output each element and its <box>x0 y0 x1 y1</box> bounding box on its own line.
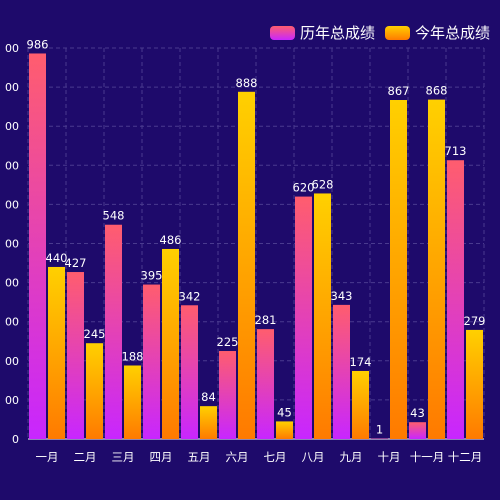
bar-current[interactable] <box>352 370 369 439</box>
data-label: 427 <box>65 256 87 270</box>
legend-item-current[interactable]: 今年总成绩 <box>384 22 490 43</box>
x-tick-label: 七月 <box>264 450 287 464</box>
data-label: 174 <box>350 355 372 369</box>
data-label: 1 <box>376 423 383 437</box>
x-tick-label: 十月 <box>378 450 401 464</box>
bar-current[interactable] <box>428 99 445 439</box>
bar-history[interactable] <box>219 351 236 439</box>
data-label: 548 <box>103 209 125 223</box>
data-label: 342 <box>179 289 201 303</box>
bar-current[interactable] <box>86 343 103 439</box>
data-label: 45 <box>277 405 292 419</box>
y-tick-label: 00 <box>5 394 19 407</box>
y-tick-label: 00 <box>5 42 19 55</box>
data-label: 188 <box>122 349 144 363</box>
bar-history[interactable] <box>67 272 84 439</box>
data-label: 395 <box>141 269 163 283</box>
data-label: 628 <box>312 177 334 191</box>
x-tick-label: 五月 <box>188 450 211 464</box>
bar-history[interactable] <box>409 422 426 439</box>
y-tick-label: 00 <box>5 81 19 94</box>
data-label: 245 <box>84 327 106 341</box>
bar-current[interactable] <box>238 91 255 440</box>
bar-current[interactable] <box>48 266 65 439</box>
x-tick-label: 三月 <box>112 450 135 464</box>
bar-history[interactable] <box>333 304 350 439</box>
legend: 历年总成绩 今年总成绩 <box>269 22 490 43</box>
y-tick-label: 0 <box>12 433 19 446</box>
data-label: 84 <box>201 390 216 404</box>
bar-current[interactable] <box>200 406 217 439</box>
y-tick-label: 00 <box>5 277 19 290</box>
x-tick-label: 十二月 <box>448 450 483 464</box>
data-label: 486 <box>160 233 182 247</box>
x-tick-label: 二月 <box>74 450 97 464</box>
x-tick-label: 八月 <box>302 450 325 464</box>
y-tick-label: 00 <box>5 355 19 368</box>
data-label: 225 <box>217 335 239 349</box>
data-label: 888 <box>236 76 258 90</box>
x-tick-label: 六月 <box>226 450 249 464</box>
bar-current[interactable] <box>124 365 141 439</box>
x-tick-label: 四月 <box>150 450 173 464</box>
legend-item-history[interactable]: 历年总成绩 <box>269 22 375 43</box>
bar-history[interactable] <box>447 160 464 440</box>
bar-current[interactable] <box>314 193 331 439</box>
data-label: 986 <box>27 37 49 51</box>
x-tick-label: 九月 <box>340 450 363 464</box>
data-label: 440 <box>46 251 68 265</box>
bar-current[interactable] <box>162 248 179 439</box>
data-label: 713 <box>445 144 467 158</box>
bar-history[interactable] <box>105 224 122 439</box>
x-tick-label: 一月 <box>36 450 59 464</box>
data-label: 281 <box>255 313 277 327</box>
data-label: 279 <box>464 314 486 328</box>
bar-history[interactable] <box>143 284 160 439</box>
data-label: 620 <box>293 181 315 195</box>
bar-current[interactable] <box>390 100 407 440</box>
bar-history[interactable] <box>257 329 274 439</box>
legend-swatch-current <box>384 25 410 40</box>
bar-current[interactable] <box>276 421 293 439</box>
bar-history[interactable] <box>181 305 198 439</box>
legend-swatch-history <box>269 25 295 40</box>
bar-history[interactable] <box>29 53 46 439</box>
data-label: 43 <box>410 406 425 420</box>
legend-label-current: 今年总成绩 <box>414 24 490 42</box>
x-tick-label: 十一月 <box>410 450 445 464</box>
y-tick-label: 00 <box>5 198 19 211</box>
legend-label-history: 历年总成绩 <box>299 24 375 42</box>
y-tick-label: 00 <box>5 316 19 329</box>
bar-history[interactable] <box>295 196 312 439</box>
y-tick-label: 00 <box>5 238 19 251</box>
data-label: 867 <box>388 84 410 98</box>
y-tick-label: 00 <box>5 120 19 133</box>
y-tick-label: 00 <box>5 159 19 172</box>
data-label: 343 <box>331 289 353 303</box>
bar-current[interactable] <box>466 329 483 439</box>
data-label: 868 <box>426 84 448 98</box>
